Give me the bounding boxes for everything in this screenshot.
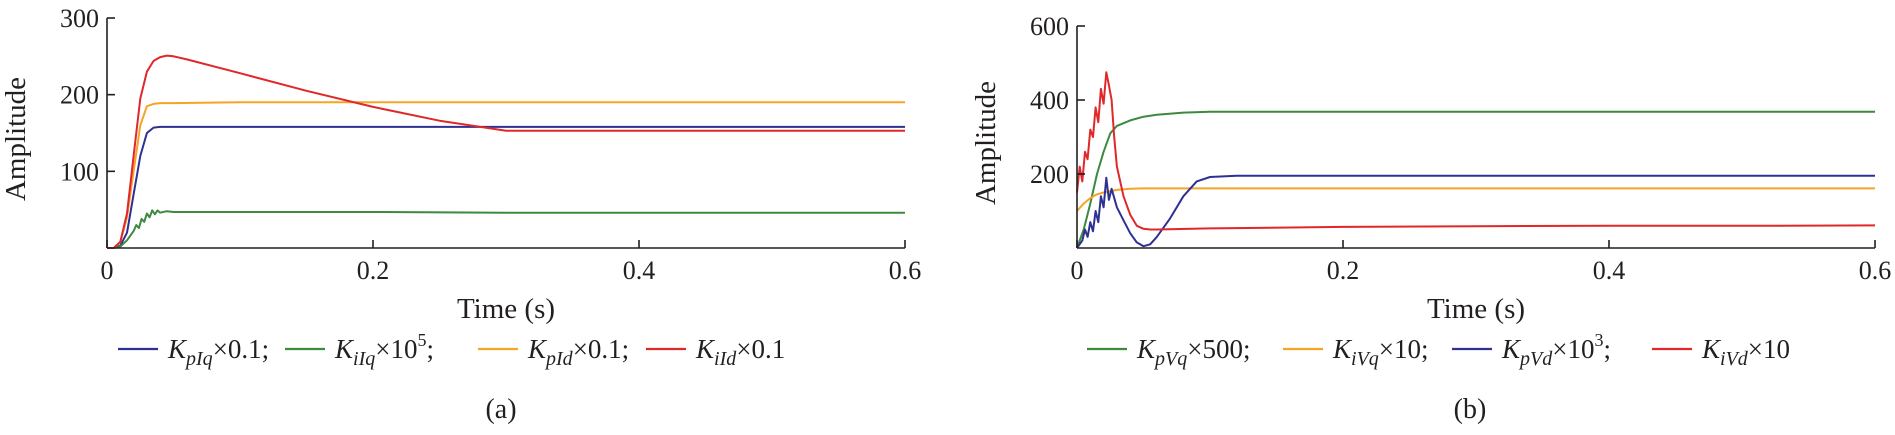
y-tick-label-b: 200 xyxy=(1030,160,1069,189)
y-tick-label-b: 400 xyxy=(1030,86,1069,115)
x-tick-label-b: 0 xyxy=(1071,256,1084,285)
legend-item-b-4: KiVd×10 xyxy=(1652,334,1790,370)
x-tick-label-a: 0 xyxy=(101,256,114,285)
legend-item-b-1: KpVq×500; xyxy=(1087,334,1250,370)
y-tick-label-a: 300 xyxy=(60,4,99,33)
legend-item-b-2: KiVq×10; xyxy=(1283,334,1429,370)
series-line-a-2 xyxy=(107,209,905,249)
legend-label-b-4: KiVd×10 xyxy=(1701,334,1790,370)
legend-label-b-1: KpVq×500; xyxy=(1136,334,1250,370)
panel-label-a: (a) xyxy=(485,394,516,425)
series-line-a-4 xyxy=(107,54,905,249)
legend-item-a-4: KiId×0.1 xyxy=(646,334,785,370)
series-line-b-4 xyxy=(1076,71,1876,231)
chart-panel-b: 0 0.2 0.4 0.6 200 400 600 Time (s) Amplitude KpVq… xyxy=(970,12,1891,425)
legend-item-a-1: KpIq×0.1; xyxy=(118,334,269,370)
series-line-b-3 xyxy=(1076,174,1875,249)
series-line-b-2 xyxy=(1076,187,1875,212)
series-line-b-1 xyxy=(1076,110,1875,249)
legend-label-b-3: KpVd×103; xyxy=(1501,330,1611,370)
legend-item-b-3: KpVd×103; xyxy=(1452,330,1611,370)
chart-panel-a: 0 0.2 0.4 0.6 100 200 300 Time (s) Amplitude KpIq… xyxy=(0,4,921,425)
legend-label-a-1: KpIq×0.1; xyxy=(167,334,269,370)
panel-label-b: (b) xyxy=(1454,394,1487,425)
legend-label-a-4: KiId×0.1 xyxy=(695,334,785,370)
legend-item-a-2: KiIq×105; xyxy=(285,330,434,370)
x-tick-label-b: 0.2 xyxy=(1327,256,1360,285)
y-tick-label-a: 100 xyxy=(60,157,99,186)
x-axis-label-b: Time (s) xyxy=(1427,293,1525,325)
legend-item-a-3: KpId×0.1; xyxy=(478,334,629,370)
series-line-a-3 xyxy=(107,101,905,249)
y-tick-label-a: 200 xyxy=(60,81,99,110)
legend-label-a-2: KiIq×105; xyxy=(334,330,434,370)
y-axis-label-a: Amplitude xyxy=(0,77,32,201)
x-tick-label-a: 0.2 xyxy=(357,256,390,285)
x-axis-label-a: Time (s) xyxy=(457,293,555,325)
x-tick-label-b: 0.4 xyxy=(1593,256,1626,285)
legend-label-a-3: KpId×0.1; xyxy=(527,334,629,370)
y-tick-label-b: 600 xyxy=(1030,12,1069,41)
x-tick-label-b: 0.6 xyxy=(1859,256,1892,285)
legend-label-b-2: KiVq×10; xyxy=(1332,334,1429,370)
y-axis-label-b: Amplitude xyxy=(970,81,1002,205)
x-tick-label-a: 0.6 xyxy=(889,256,922,285)
series-line-a-1 xyxy=(107,125,905,249)
x-tick-label-a: 0.4 xyxy=(623,256,656,285)
